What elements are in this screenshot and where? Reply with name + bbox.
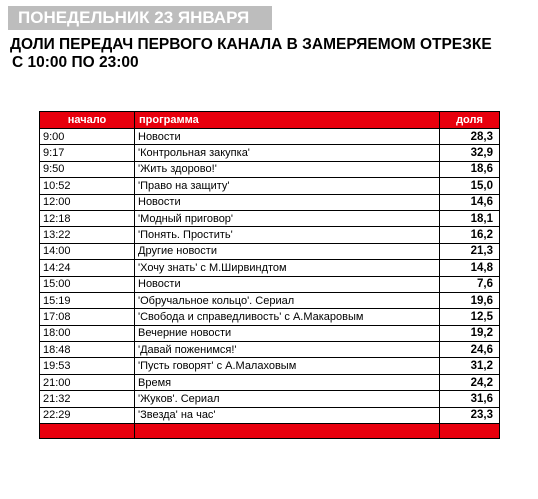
cell-program: Новости bbox=[134, 275, 440, 293]
cell-start-time: 15:19 bbox=[39, 291, 135, 310]
cell-program: Время bbox=[134, 373, 440, 392]
ratings-table: начало программа доля 9:00 Новости 28,3 9:1… bbox=[39, 111, 500, 440]
cell-share: 24,2 bbox=[439, 373, 500, 392]
cell-program: 'Хочу знать' с М.Ширвиндтом bbox=[134, 259, 440, 277]
cell-share: 31,2 bbox=[439, 357, 500, 375]
cell-start-time: 18:48 bbox=[39, 341, 135, 359]
cell-start-time: 22:29 bbox=[39, 406, 135, 425]
cell-program: 'Жить здорово!' bbox=[134, 160, 440, 179]
cell-share: 31,6 bbox=[439, 390, 500, 408]
cell-start-time: 10:52 bbox=[39, 177, 135, 195]
table-row: 19:53 'Пусть говорят' с А.Малаховым 31,2 bbox=[39, 357, 500, 375]
cell-share: 19,6 bbox=[439, 291, 500, 310]
cell-program: Новости bbox=[134, 127, 440, 146]
table-row: 17:08 'Свобода и справедливость' с А.Мака… bbox=[39, 308, 500, 326]
table-row: 13:22 'Понять. Простить' 16,2 bbox=[39, 226, 500, 244]
table-row: 9:17 'Контрольная закупка' 32,9 bbox=[39, 144, 500, 162]
table-row: 9:50 'Жить здорово!' 18,6 bbox=[39, 160, 500, 179]
cell-program: 'Свобода и справедливость' с А.Макаровым bbox=[134, 308, 440, 326]
table-row: 14:24 'Хочу знать' с М.Ширвиндтом 14,8 bbox=[39, 259, 500, 277]
cell-share: 28,3 bbox=[439, 127, 500, 146]
cell-program: Другие новости bbox=[134, 242, 440, 261]
table-row: 14:00 Другие новости 21,3 bbox=[39, 242, 500, 261]
cell-program: 'Право на защиту' bbox=[134, 177, 440, 195]
heading-line-2: С 10:00 ПО 23:00 bbox=[12, 54, 139, 71]
cell-start-time: 13:22 bbox=[39, 226, 135, 244]
cell-share: 15,0 bbox=[439, 177, 500, 195]
column-header-share: доля bbox=[439, 111, 500, 129]
table-row: 21:32 'Жуков'. Сериал 31,6 bbox=[39, 390, 500, 408]
cell-start-time: 21:32 bbox=[39, 390, 135, 408]
cell-start-time: 17:08 bbox=[39, 308, 135, 326]
cell-share: 18,6 bbox=[439, 160, 500, 179]
cell-share: 14,8 bbox=[439, 259, 500, 277]
table-row: 12:00 Новости 14,6 bbox=[39, 193, 500, 211]
cell-start-time: 21:00 bbox=[39, 373, 135, 392]
table-row: 18:00 Вечерние новости 19,2 bbox=[39, 324, 500, 343]
footer-cell bbox=[39, 423, 135, 440]
cell-share: 21,3 bbox=[439, 242, 500, 261]
day-banner: ПОНЕДЕЛЬНИК 23 ЯНВАРЯ bbox=[8, 6, 272, 30]
cell-program: Новости bbox=[134, 193, 440, 211]
cell-program: 'Давай поженимся!' bbox=[134, 341, 440, 359]
cell-share: 7,6 bbox=[439, 275, 500, 293]
cell-share: 14,6 bbox=[439, 193, 500, 211]
footer-cell bbox=[439, 423, 500, 440]
table-row: 22:29 'Звезда' на час' 23,3 bbox=[39, 406, 500, 425]
cell-program: 'Звезда' на час' bbox=[134, 406, 440, 425]
table-row: 9:00 Новости 28,3 bbox=[39, 127, 500, 146]
table-footer-bar bbox=[39, 423, 500, 440]
cell-start-time: 9:50 bbox=[39, 160, 135, 179]
cell-share: 18,1 bbox=[439, 209, 500, 228]
cell-start-time: 9:00 bbox=[39, 127, 135, 146]
table-row: 15:19 'Обручальное кольцо'. Сериал 19,6 bbox=[39, 291, 500, 310]
heading-line-1: ДОЛИ ПЕРЕДАЧ ПЕРВОГО КАНАЛА В ЗАМЕРЯЕМОМ… bbox=[10, 36, 492, 53]
cell-program: 'Модный приговор' bbox=[134, 209, 440, 228]
cell-start-time: 15:00 bbox=[39, 275, 135, 293]
cell-start-time: 12:00 bbox=[39, 193, 135, 211]
column-header-program: программа bbox=[134, 111, 440, 129]
cell-share: 16,2 bbox=[439, 226, 500, 244]
cell-start-time: 18:00 bbox=[39, 324, 135, 343]
cell-program: Вечерние новости bbox=[134, 324, 440, 343]
cell-program: 'Пусть говорят' с А.Малаховым bbox=[134, 357, 440, 375]
table-row: 21:00 Время 24,2 bbox=[39, 373, 500, 392]
table-row: 18:48 'Давай поженимся!' 24,6 bbox=[39, 341, 500, 359]
cell-program: 'Жуков'. Сериал bbox=[134, 390, 440, 408]
cell-share: 24,6 bbox=[439, 341, 500, 359]
table-row: 10:52 'Право на защиту' 15,0 bbox=[39, 177, 500, 195]
cell-share: 23,3 bbox=[439, 406, 500, 425]
table-row: 15:00 Новости 7,6 bbox=[39, 275, 500, 293]
footer-cell bbox=[134, 423, 440, 440]
cell-program: 'Понять. Простить' bbox=[134, 226, 440, 244]
cell-start-time: 12:18 bbox=[39, 209, 135, 228]
cell-start-time: 14:24 bbox=[39, 259, 135, 277]
cell-program: 'Контрольная закупка' bbox=[134, 144, 440, 162]
page-heading: ДОЛИ ПЕРЕДАЧ ПЕРВОГО КАНАЛА В ЗАМЕРЯЕМОМ… bbox=[10, 36, 530, 72]
cell-share: 32,9 bbox=[439, 144, 500, 162]
table-row: 12:18 'Модный приговор' 18,1 bbox=[39, 209, 500, 228]
cell-program: 'Обручальное кольцо'. Сериал bbox=[134, 291, 440, 310]
column-header-time: начало bbox=[39, 111, 135, 129]
table-body: 9:00 Новости 28,3 9:17 'Контрольная закупка'… bbox=[39, 127, 500, 425]
cell-start-time: 19:53 bbox=[39, 357, 135, 375]
cell-share: 19,2 bbox=[439, 324, 500, 343]
cell-share: 12,5 bbox=[439, 308, 500, 326]
table-header-row: начало программа доля bbox=[39, 111, 500, 129]
cell-start-time: 9:17 bbox=[39, 144, 135, 162]
cell-start-time: 14:00 bbox=[39, 242, 135, 261]
